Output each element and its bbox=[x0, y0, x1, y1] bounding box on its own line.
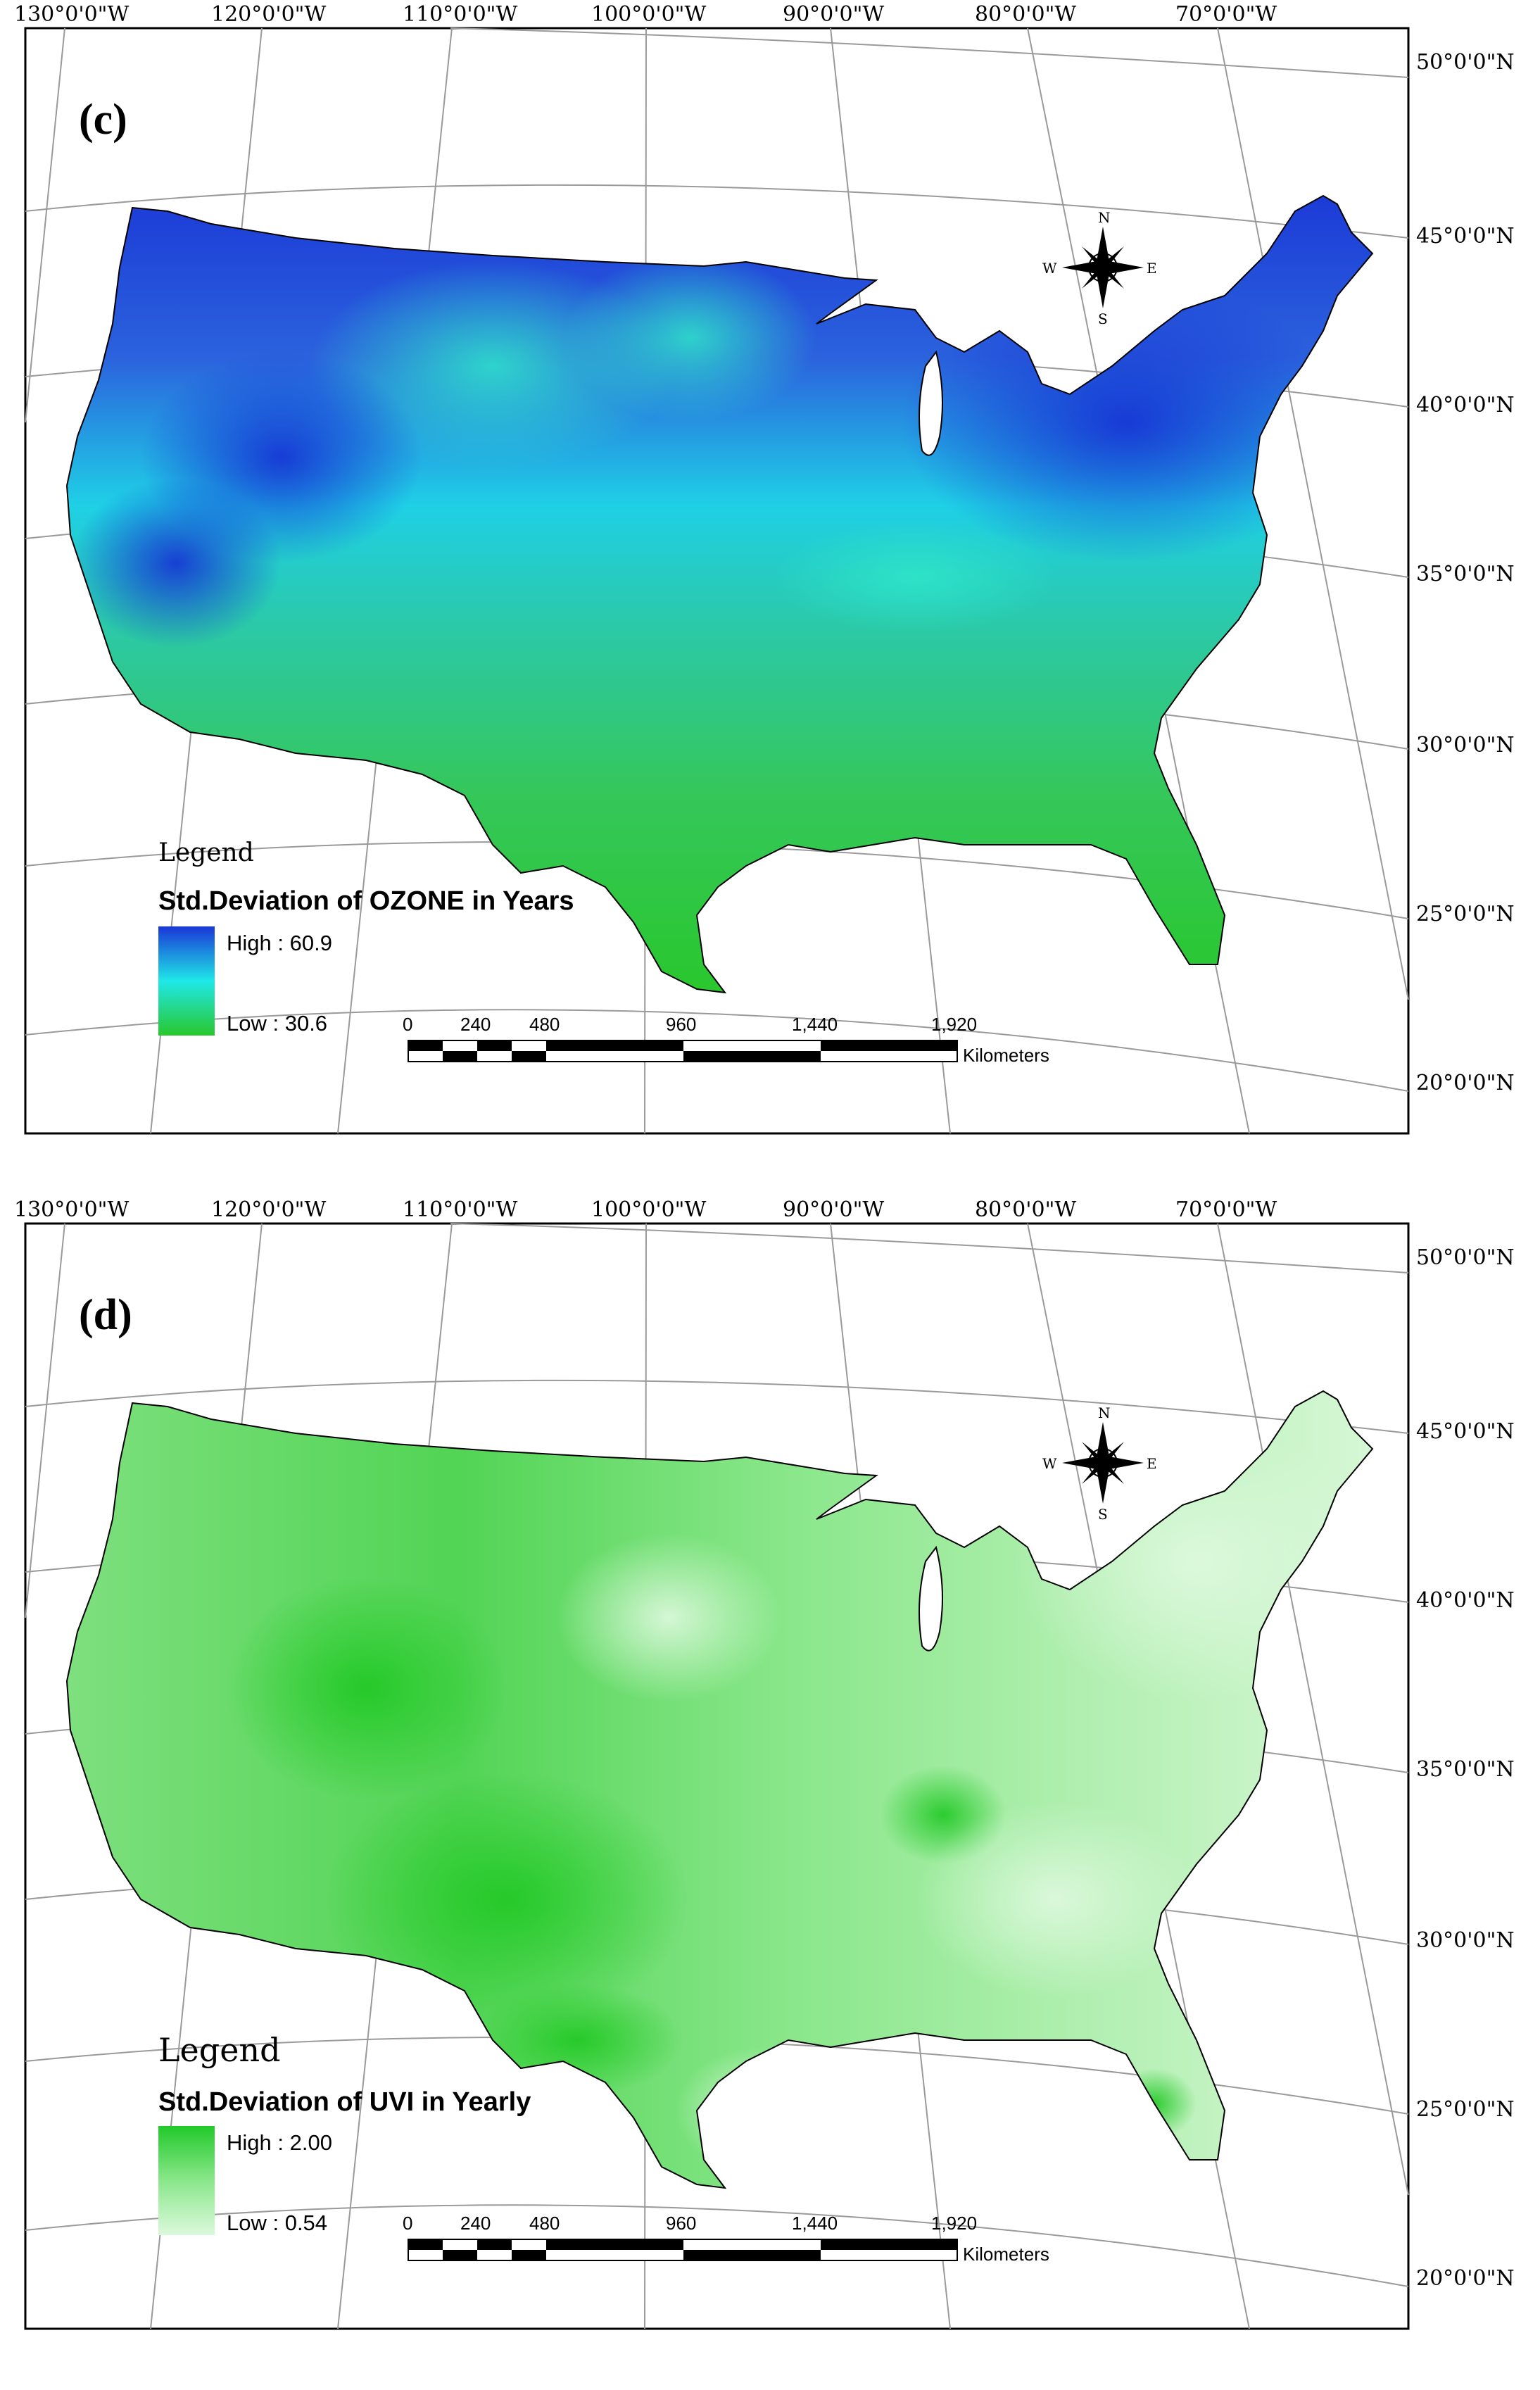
legend-subtitle: Std.Deviation of OZONE in Years bbox=[158, 886, 574, 916]
north-n: N bbox=[1098, 209, 1111, 226]
legend: Legend Std.Deviation of UVI in Yearly Hi… bbox=[158, 2031, 531, 2235]
map-canvas-ozone: (c) 130°0'0"W 120°0'0"W 110°0'0"W 100°0'… bbox=[14, 2, 1515, 1135]
north-w: W bbox=[1042, 260, 1057, 277]
legend-title: Legend bbox=[158, 2031, 281, 2069]
panel-label: (c) bbox=[79, 96, 127, 144]
lon-label-70w: 70°0'0"W bbox=[1175, 1197, 1277, 1222]
scale-unit: Kilometers bbox=[963, 1045, 1049, 1066]
lat-label-35n: 35°0'0"N bbox=[1416, 1757, 1515, 1782]
lat-label-45n: 45°0'0"N bbox=[1416, 1419, 1515, 1444]
north-w: W bbox=[1042, 1455, 1057, 1472]
scale-tick-1920: 1,920 bbox=[931, 1014, 977, 1035]
map-canvas-uvi: (d) 130°0'0"W 120°0'0"W 110°0'0"W 100°0'… bbox=[14, 1197, 1515, 2330]
legend-high-label: High : 60.9 bbox=[227, 931, 332, 955]
scale-tick-960: 960 bbox=[666, 1014, 696, 1035]
legend-low-label: Low : 30.6 bbox=[227, 1011, 327, 1036]
lat-label-50n: 50°0'0"N bbox=[1416, 1245, 1515, 1270]
scale-tick-0: 0 bbox=[403, 2213, 412, 2234]
scale-tick-240: 240 bbox=[460, 2213, 491, 2234]
lon-label-80w: 80°0'0"W bbox=[975, 2, 1076, 27]
lake-michigan bbox=[919, 1545, 943, 1652]
lon-label-110w: 110°0'0"W bbox=[403, 2, 517, 27]
lat-label-45n: 45°0'0"N bbox=[1416, 224, 1515, 249]
scale-tick-240: 240 bbox=[460, 1014, 491, 1035]
lat-label-30n: 30°0'0"N bbox=[1416, 1928, 1515, 1953]
legend-low-label: Low : 0.54 bbox=[227, 2210, 327, 2235]
scale-tick-0: 0 bbox=[403, 1014, 412, 1035]
legend-subtitle: Std.Deviation of UVI in Yearly bbox=[158, 2087, 531, 2117]
lon-label-90w: 90°0'0"W bbox=[783, 1197, 884, 1222]
lon-label-130w: 130°0'0"W bbox=[14, 1197, 129, 1222]
map-panel-ozone: (c) 130°0'0"W 120°0'0"W 110°0'0"W 100°0'… bbox=[14, 2, 1515, 1135]
panel-label: (d) bbox=[79, 1291, 132, 1339]
legend-high-label: High : 2.00 bbox=[227, 2130, 332, 2155]
lat-label-40n: 40°0'0"N bbox=[1416, 393, 1515, 417]
lat-label-20n: 20°0'0"N bbox=[1416, 1071, 1515, 1095]
lat-label-50n: 50°0'0"N bbox=[1416, 50, 1515, 75]
scale-bar: 0 240 480 960 1,440 1,920 Kilometers bbox=[403, 1014, 1049, 1066]
north-e: E bbox=[1147, 1455, 1157, 1472]
us-outline bbox=[65, 1390, 1374, 2189]
legend-title: Legend bbox=[158, 838, 254, 867]
lon-label-110w: 110°0'0"W bbox=[403, 1197, 517, 1222]
longitude-labels: 130°0'0"W 120°0'0"W 110°0'0"W 100°0'0"W … bbox=[14, 1197, 1277, 1222]
scale-tick-1920: 1,920 bbox=[931, 2213, 977, 2234]
lat-label-30n: 30°0'0"N bbox=[1416, 733, 1515, 757]
scale-tick-1440: 1,440 bbox=[792, 2213, 838, 2234]
lon-label-100w: 100°0'0"W bbox=[591, 2, 706, 27]
map-panel-uvi: (d) 130°0'0"W 120°0'0"W 110°0'0"W 100°0'… bbox=[0, 1195, 1540, 2390]
lake-michigan bbox=[919, 350, 943, 456]
scale-bar: 0 240 480 960 1,440 1,920 Kilometers bbox=[403, 2213, 1049, 2265]
scale-tick-960: 960 bbox=[666, 2213, 696, 2234]
lat-label-25n: 25°0'0"N bbox=[1416, 902, 1515, 926]
north-s: S bbox=[1098, 310, 1108, 327]
lat-label-40n: 40°0'0"N bbox=[1416, 1588, 1515, 1613]
lat-label-25n: 25°0'0"N bbox=[1416, 2097, 1515, 2122]
scale-tick-1440: 1,440 bbox=[792, 1014, 838, 1035]
lon-label-100w: 100°0'0"W bbox=[591, 1197, 706, 1222]
lon-label-120w: 120°0'0"W bbox=[211, 2, 326, 27]
us-outline bbox=[65, 194, 1374, 994]
north-s: S bbox=[1098, 1506, 1108, 1523]
scale-tick-480: 480 bbox=[529, 2213, 560, 2234]
north-arrow-icon: N S E W bbox=[1042, 209, 1157, 327]
north-arrow-icon: N S E W bbox=[1042, 1404, 1157, 1523]
lat-label-20n: 20°0'0"N bbox=[1416, 2266, 1515, 2291]
lon-label-70w: 70°0'0"W bbox=[1175, 2, 1277, 27]
lon-label-80w: 80°0'0"W bbox=[975, 1197, 1076, 1222]
north-e: E bbox=[1147, 260, 1157, 277]
legend-color-ramp bbox=[158, 2126, 215, 2235]
legend: Legend Std.Deviation of OZONE in Years H… bbox=[158, 838, 574, 1036]
lon-label-130w: 130°0'0"W bbox=[14, 2, 129, 27]
scale-unit: Kilometers bbox=[963, 2244, 1049, 2265]
lon-label-90w: 90°0'0"W bbox=[783, 2, 884, 27]
latitude-labels: 50°0'0"N 45°0'0"N 40°0'0"N 35°0'0"N 30°0… bbox=[1416, 50, 1515, 1095]
north-n: N bbox=[1098, 1404, 1111, 1421]
lat-label-35n: 35°0'0"N bbox=[1416, 562, 1515, 586]
latitude-labels: 50°0'0"N 45°0'0"N 40°0'0"N 35°0'0"N 30°0… bbox=[1416, 1245, 1515, 2291]
legend-color-ramp bbox=[158, 926, 215, 1036]
lon-label-120w: 120°0'0"W bbox=[211, 1197, 326, 1222]
longitude-labels: 130°0'0"W 120°0'0"W 110°0'0"W 100°0'0"W … bbox=[14, 2, 1277, 27]
scale-tick-480: 480 bbox=[529, 1014, 560, 1035]
